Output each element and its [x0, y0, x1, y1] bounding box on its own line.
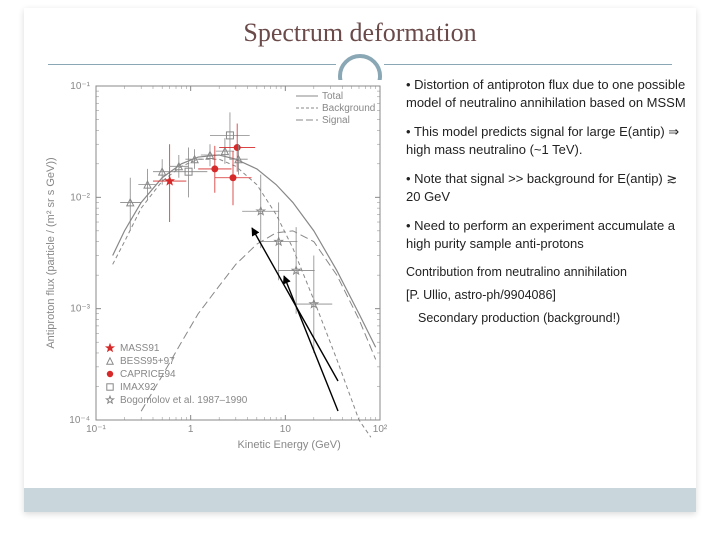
bullet-4: • Need to perform an experiment accumula… — [406, 217, 690, 252]
bullet-2-text: This model predicts signal for large E(a… — [406, 124, 679, 157]
bullet-1-text: Distortion of antiproton flux due to one… — [406, 77, 686, 110]
bottom-band — [24, 488, 696, 512]
svg-text:Background: Background — [322, 103, 375, 114]
svg-text:Bogomolov et al. 1987–1990: Bogomolov et al. 1987–1990 — [120, 395, 248, 406]
chart-column: 10⁻¹11010²10⁻⁴10⁻³10⁻²10⁻¹Antiproton flu… — [38, 76, 398, 502]
annotation-3: Secondary production (background!) — [406, 310, 690, 327]
svg-text:Antiproton flux (particle / (m: Antiproton flux (particle / (m² sr s GeV… — [45, 157, 57, 348]
svg-text:10⁻³: 10⁻³ — [70, 304, 90, 315]
annotation-1: Contribution from neutralino annihilatio… — [406, 264, 690, 281]
content-row: 10⁻¹11010²10⁻⁴10⁻³10⁻²10⁻¹Antiproton flu… — [24, 76, 696, 502]
svg-text:BESS95+97: BESS95+97 — [120, 356, 175, 367]
bullet-4-text: Need to perform an experiment accumulate… — [406, 218, 675, 251]
annotation-2: [P. Ullio, astro-ph/9904086] — [406, 287, 690, 304]
text-column: • Distortion of antiproton flux due to o… — [398, 76, 690, 502]
svg-text:CAPRICE94: CAPRICE94 — [120, 369, 176, 380]
svg-text:MASS91: MASS91 — [120, 343, 160, 354]
svg-text:IMAX92: IMAX92 — [120, 382, 156, 393]
bullet-3-text: Note that signal >> background for E(ant… — [406, 171, 677, 204]
bullet-3: • Note that signal >> background for E(a… — [406, 170, 690, 205]
svg-text:Signal: Signal — [322, 115, 350, 126]
svg-text:10: 10 — [280, 424, 292, 435]
svg-text:Kinetic Energy (GeV): Kinetic Energy (GeV) — [237, 439, 340, 451]
slide-frame: Spectrum deformation 10⁻¹ 1 10 10² 10⁻⁴ 10⁻³ 1… — [24, 8, 696, 512]
svg-text:Total: Total — [322, 91, 343, 102]
svg-text:1: 1 — [188, 424, 194, 435]
svg-text:10²: 10² — [373, 424, 388, 435]
title-rule — [24, 52, 696, 72]
svg-text:10⁻⁴: 10⁻⁴ — [69, 415, 90, 426]
antiproton-flux-chart: 10⁻¹11010²10⁻⁴10⁻³10⁻²10⁻¹Antiproton flu… — [38, 76, 398, 456]
bullet-1: • Distortion of antiproton flux due to o… — [406, 76, 690, 111]
svg-text:10⁻²: 10⁻² — [70, 192, 90, 203]
svg-text:10⁻¹: 10⁻¹ — [70, 81, 90, 92]
bullet-2: • This model predicts signal for large E… — [406, 123, 690, 158]
slide-title: Spectrum deformation — [24, 8, 696, 52]
